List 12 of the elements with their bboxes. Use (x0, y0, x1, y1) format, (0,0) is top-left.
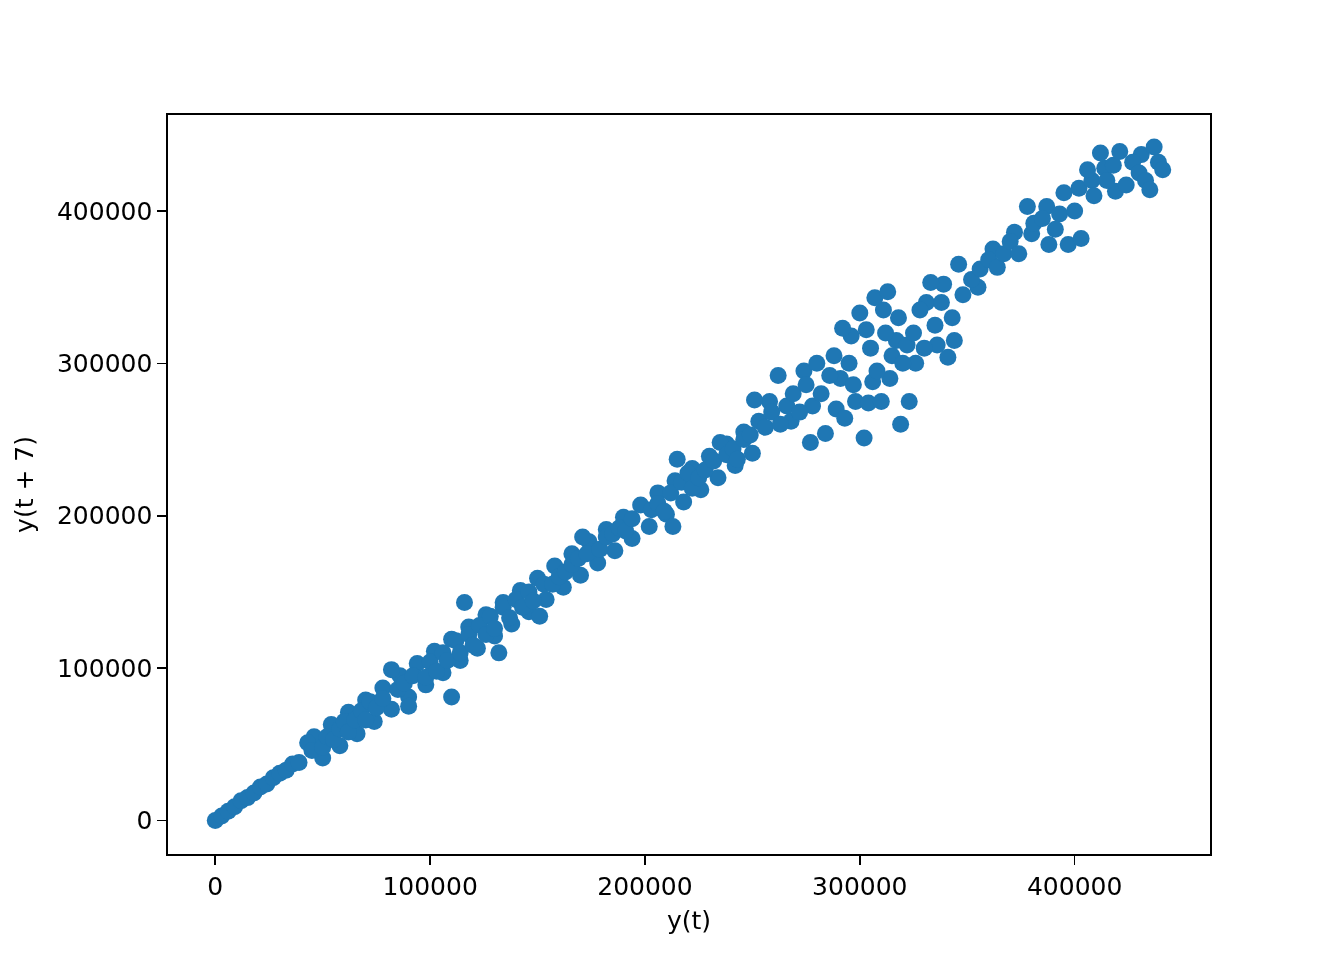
y-tick-label: 400000 (56, 196, 153, 226)
x-axis-title: y(t) (666, 906, 712, 936)
y-tick-label: 200000 (56, 501, 153, 531)
x-tick-label: 300000 (812, 871, 908, 901)
y-tick-label: 100000 (56, 653, 153, 683)
y-tick-label: 300000 (56, 349, 153, 379)
x-tick-label: 400000 (1026, 871, 1123, 901)
y-tick-label: 0 (136, 806, 153, 836)
y-axis-title: y(t + 7) (10, 436, 40, 533)
x-tick-label: 100000 (382, 871, 478, 901)
x-tick-label: 0 (207, 871, 224, 901)
x-tick-label: 200000 (597, 871, 693, 901)
